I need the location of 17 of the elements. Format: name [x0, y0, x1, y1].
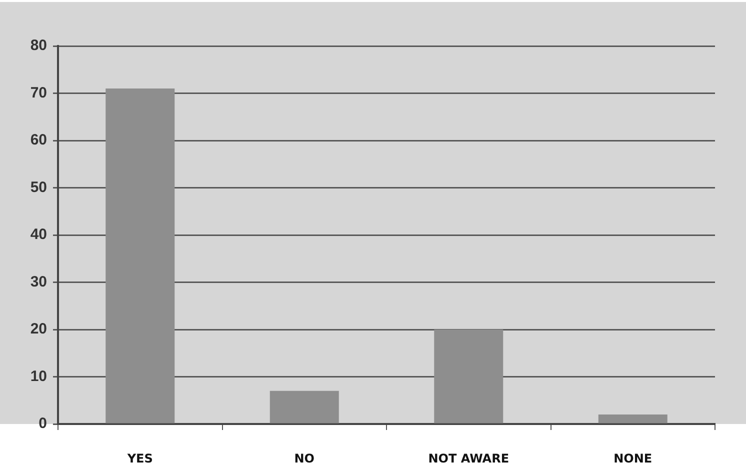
- bar: [106, 88, 175, 424]
- y-tick-label: 70: [30, 84, 47, 102]
- y-tick-label: 40: [30, 226, 47, 244]
- bar: [434, 330, 504, 424]
- y-tick-label: 20: [30, 320, 47, 338]
- x-tick-label: NO: [294, 451, 314, 466]
- bar: [598, 414, 668, 424]
- y-tick-label: 30: [30, 273, 47, 290]
- y-tick-label: 80: [30, 37, 47, 54]
- x-tick-label: YES: [126, 451, 153, 466]
- y-tick-label: 50: [30, 178, 47, 196]
- y-tick-label: 0: [38, 415, 47, 432]
- y-tick-label: 10: [30, 368, 47, 385]
- bar: [270, 390, 339, 424]
- y-tick-label: 60: [30, 132, 47, 149]
- x-tick-label: NOT AWARE: [428, 451, 510, 466]
- x-tick-label: NONE: [614, 451, 652, 466]
